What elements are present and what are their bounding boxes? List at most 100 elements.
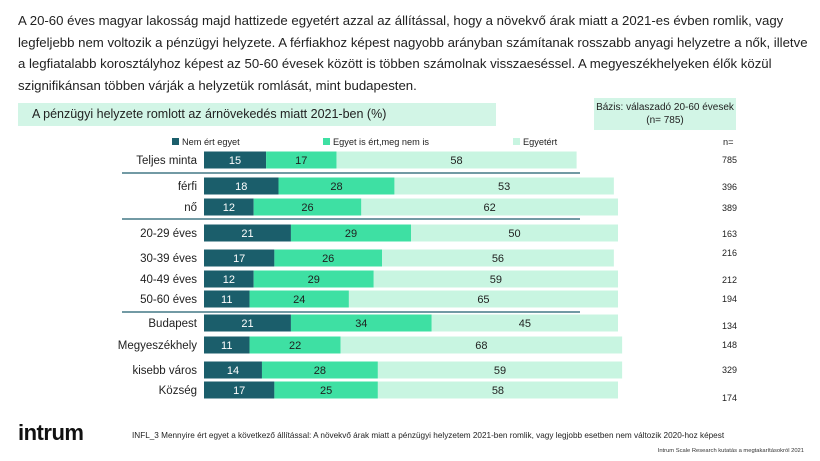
bar-segment [382, 249, 614, 267]
data-label: 17 [233, 385, 245, 397]
data-label: 24 [293, 294, 305, 306]
bar-segment [204, 336, 250, 354]
data-label: 25 [320, 385, 332, 397]
bar-segment [204, 314, 291, 332]
data-label: 21 [241, 318, 253, 330]
bar-segment [340, 336, 623, 354]
data-label: 29 [345, 228, 357, 240]
bar-segment [204, 361, 262, 379]
data-label: 17 [295, 155, 307, 167]
intro-paragraph: A 20-60 éves magyar lakosság majd hattiz… [18, 13, 808, 93]
data-label: 18 [235, 181, 247, 193]
chart-title: A pénzügyi helyzete romlott az árnöveked… [18, 103, 496, 126]
data-label: 58 [492, 385, 504, 397]
bar-segment [249, 336, 341, 354]
category-label: Teljes minta [136, 155, 197, 167]
n-header: n= [723, 137, 733, 147]
bar-segment [204, 381, 275, 399]
data-label: 17 [233, 253, 245, 265]
n-value: 212 [722, 275, 737, 285]
bar-segment [373, 270, 618, 288]
data-label: 26 [322, 253, 334, 265]
data-label: 26 [301, 202, 313, 214]
bar-segment [204, 249, 275, 267]
n-value: 216 [722, 248, 737, 258]
n-value: 389 [722, 203, 737, 213]
n-value: 148 [722, 340, 737, 350]
data-label: 53 [498, 181, 510, 193]
n-value: 194 [722, 294, 737, 304]
base-note-line2: (n= 785) [646, 115, 684, 126]
bar-segment [266, 151, 337, 169]
data-label: 28 [330, 181, 342, 193]
data-label: 65 [477, 294, 489, 306]
category-label: Megyeszékhely [118, 340, 198, 352]
bar-segment [204, 270, 254, 288]
category-label: 30-39 éves [140, 253, 197, 265]
data-label: 15 [229, 155, 241, 167]
data-label: 12 [223, 202, 235, 214]
bar-segment [204, 177, 279, 195]
data-label: 11 [221, 340, 232, 352]
bar-segment [253, 198, 362, 216]
bar-segment [261, 361, 378, 379]
bar-segment [377, 381, 618, 399]
legend-label: Egyet is ért,meg nem is [333, 137, 429, 147]
legend-label: Egyetért [523, 137, 558, 147]
data-label: 22 [289, 340, 301, 352]
bar-segment [348, 290, 618, 308]
category-label: Budapest [148, 318, 197, 330]
bar-segment [253, 270, 374, 288]
legend-swatch [172, 138, 179, 145]
bar-segment [394, 177, 614, 195]
bar-segment [361, 198, 618, 216]
bar-segment [204, 290, 250, 308]
category-label: férfi [178, 181, 197, 193]
base-note: Bázis: válaszadó 20-60 évesek (n= 785) [594, 98, 736, 130]
footnote: INFL_3 Mennyire ért egyet a következő ál… [132, 431, 725, 440]
data-label: 50 [508, 228, 520, 240]
data-label: 59 [490, 274, 502, 286]
category-label: kisebb város [132, 365, 197, 377]
n-value: 329 [722, 365, 737, 375]
n-value: 785 [722, 155, 737, 165]
n-value: 163 [722, 229, 737, 239]
legend-swatch [323, 138, 330, 145]
data-label: 21 [241, 228, 253, 240]
bar-segment [290, 224, 411, 242]
n-value: 134 [722, 321, 737, 331]
data-label: 11 [221, 294, 232, 306]
n-value: 174 [722, 393, 737, 403]
source-note: Intrum Scale Research kutatás a megtakar… [657, 448, 804, 454]
bar-segment [411, 224, 618, 242]
data-label: 68 [475, 340, 487, 352]
bar-segment [204, 198, 254, 216]
intrum-logo: intrum [18, 420, 84, 445]
base-note-line1: Bázis: válaszadó 20-60 évesek [596, 102, 734, 113]
category-label: 20-29 éves [140, 228, 197, 240]
data-label: 34 [355, 318, 367, 330]
bar-segment [274, 381, 378, 399]
bar-segment [336, 151, 577, 169]
category-label: nő [184, 202, 197, 214]
data-label: 45 [519, 318, 531, 330]
data-label: 59 [494, 365, 506, 377]
legend-swatch [513, 138, 520, 145]
data-label: 14 [227, 365, 239, 377]
bar-segment [377, 361, 623, 379]
bar-segment [204, 224, 291, 242]
category-label: Község [159, 385, 197, 397]
data-label: 12 [223, 274, 235, 286]
bar-segment [431, 314, 618, 332]
data-label: 62 [484, 202, 496, 214]
data-label: 28 [314, 365, 326, 377]
bar-segment [274, 249, 383, 267]
category-label: 50-60 éves [140, 294, 197, 306]
data-label: 29 [308, 274, 320, 286]
n-value: 396 [722, 182, 737, 192]
bar-segment [278, 177, 395, 195]
bar-segment [290, 314, 432, 332]
bar-segment [204, 151, 267, 169]
category-label: 40-49 éves [140, 274, 197, 286]
